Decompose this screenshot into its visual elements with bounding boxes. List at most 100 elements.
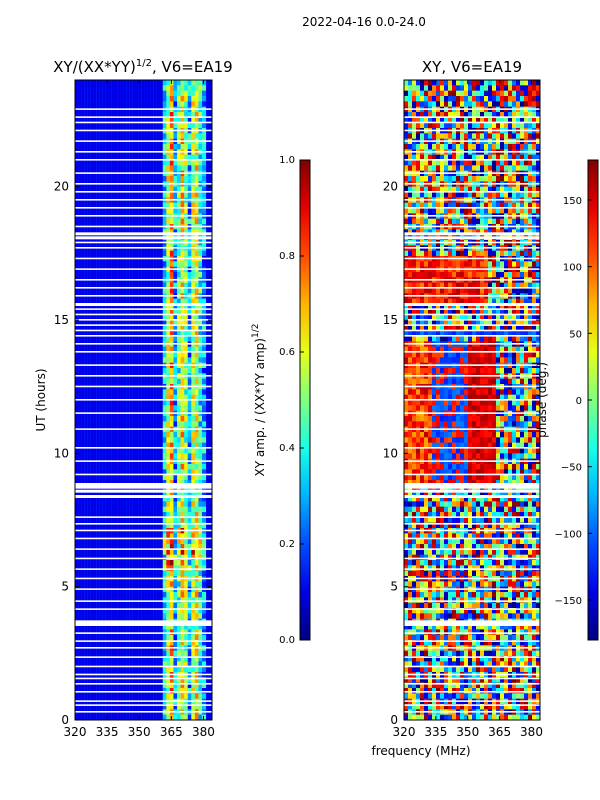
left-heatmap-cell	[166, 133, 171, 140]
left-heatmap-cell	[162, 80, 167, 86]
left-heatmap-cell	[166, 714, 171, 721]
right-heatmap-cell	[440, 554, 445, 561]
left-heatmap-cell	[191, 208, 196, 214]
right-heatmap-cell	[504, 432, 509, 438]
right-heatmap-cell	[504, 453, 509, 460]
right-heatmap-cell	[504, 640, 509, 646]
right-heatmap-cell	[436, 480, 441, 486]
left-heatmap-cell	[180, 218, 185, 225]
right-heatmap-cell	[444, 666, 449, 673]
right-heatmap-cell	[476, 325, 481, 332]
left-heatmap-cell	[202, 442, 207, 449]
right-heatmap-cell	[432, 682, 437, 689]
left-heatmap-cell	[191, 330, 196, 337]
right-heatmap-cell	[496, 688, 501, 694]
right-heatmap-cell	[488, 314, 493, 321]
right-heatmap-cell	[508, 304, 513, 310]
right-heatmap-cell	[404, 661, 409, 668]
right-heatmap-cell	[472, 565, 477, 572]
right-heatmap-cell	[504, 202, 509, 209]
left-heatmap-cell	[194, 560, 199, 566]
right-heatmap-cell	[408, 250, 413, 257]
right-heatmap-cell	[444, 512, 449, 518]
right-heatmap-cell	[472, 325, 477, 332]
right-heatmap-cell	[500, 272, 505, 278]
right-heatmap-cell	[464, 469, 469, 476]
left-heatmap-cell	[169, 682, 174, 689]
left-heatmap-cell	[177, 634, 182, 641]
right-heatmap-cell	[484, 522, 489, 529]
right-heatmap-cell	[448, 117, 453, 124]
right-heatmap-cell	[448, 368, 453, 374]
left-heatmap-cell	[173, 101, 178, 108]
right-heatmap-cell	[512, 565, 517, 572]
left-heatmap-cell	[177, 208, 182, 214]
right-heatmap-cell	[428, 474, 433, 481]
left-panel-title: XY/(XX*YY)1/2, V6=EA19	[53, 58, 232, 76]
right-heatmap-cell	[472, 320, 477, 326]
left-heatmap-cell	[202, 544, 207, 550]
right-heatmap-cell	[468, 160, 473, 166]
right-heatmap-cell	[492, 357, 497, 364]
left-heatmap-cell	[202, 186, 207, 193]
right-heatmap-cell	[408, 90, 413, 97]
right-heatmap-cell	[448, 656, 453, 662]
right-heatmap-cell	[488, 368, 493, 374]
right-heatmap-cell	[516, 218, 521, 225]
right-heatmap-cell	[460, 416, 465, 422]
right-heatmap-cell	[408, 96, 413, 102]
right-heatmap-cell	[472, 501, 477, 508]
left-heatmap-cell	[173, 154, 178, 161]
left-heatmap-cell	[173, 677, 178, 684]
left-heatmap-cell	[177, 544, 182, 550]
right-heatmap-cell	[480, 405, 485, 412]
right-heatmap-cell	[444, 581, 449, 588]
right-heatmap-cell	[416, 453, 421, 460]
right-heatmap-cell	[424, 202, 429, 209]
right-heatmap-cell	[508, 496, 513, 502]
right-heatmap-cell	[404, 634, 409, 641]
right-heatmap-cell	[504, 512, 509, 518]
right-heatmap-cell	[432, 90, 437, 97]
right-heatmap-cell	[508, 405, 513, 412]
right-heatmap-cell	[504, 608, 509, 614]
right-heatmap-cell	[460, 474, 465, 481]
right-heatmap-cell	[508, 336, 513, 342]
left-heatmap-cell	[194, 154, 199, 161]
left-heatmap-cell	[162, 112, 167, 118]
right-heatmap-cell	[456, 192, 461, 198]
right-heatmap-cell	[408, 629, 413, 636]
right-heatmap-cell	[460, 469, 465, 476]
right-heatmap-cell	[500, 154, 505, 161]
left-heatmap-cell	[166, 688, 171, 694]
left-heatmap-cell	[184, 693, 189, 700]
left-heatmap-cell	[191, 570, 196, 577]
left-heatmap-cell	[180, 80, 185, 86]
right-heatmap-cell	[448, 624, 453, 630]
left-heatmap-cell	[180, 192, 185, 198]
left-heatmap-cell	[198, 378, 203, 385]
right-heatmap-cell	[500, 85, 505, 92]
left-heatmap-cell	[162, 133, 167, 140]
left-heatmap-cell	[198, 522, 203, 529]
left-heatmap-cell	[166, 517, 171, 524]
right-heatmap-cell	[448, 218, 453, 225]
right-heatmap-cell	[428, 560, 433, 566]
right-heatmap-cell	[464, 640, 469, 646]
right-heatmap-cell	[424, 400, 429, 406]
right-heatmap-cell	[508, 85, 513, 92]
left-heatmap-cell	[166, 634, 171, 641]
right-heatmap-cell	[504, 666, 509, 673]
right-heatmap-cell	[508, 560, 513, 566]
left-colorbar-tick-label: 0.0	[279, 635, 295, 646]
left-heatmap-cell	[202, 597, 207, 604]
right-heatmap-cell	[428, 544, 433, 550]
right-heatmap-cell	[440, 272, 445, 278]
left-heatmap-cell	[194, 650, 199, 657]
left-heatmap-cell	[187, 656, 192, 662]
right-heatmap-cell	[404, 101, 409, 108]
right-heatmap-cell	[424, 677, 429, 684]
left-heatmap-cell	[198, 368, 203, 374]
right-heatmap-cell	[488, 298, 493, 305]
right-heatmap-cell	[492, 522, 497, 529]
